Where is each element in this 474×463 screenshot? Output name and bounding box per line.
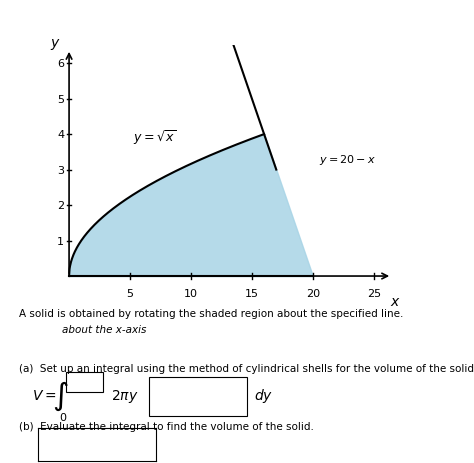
Text: $dy$: $dy$ xyxy=(255,387,273,404)
FancyBboxPatch shape xyxy=(149,378,246,416)
Text: 15: 15 xyxy=(245,289,259,299)
Text: $\int$: $\int$ xyxy=(52,379,69,412)
Text: $y = 20 - x$: $y = 20 - x$ xyxy=(319,153,376,167)
Text: $y = \sqrt{x}$: $y = \sqrt{x}$ xyxy=(133,128,176,147)
Text: (b)  Evaluate the integral to find the volume of the solid.: (b) Evaluate the integral to find the vo… xyxy=(19,421,314,432)
Text: 1: 1 xyxy=(57,236,64,246)
Text: 2: 2 xyxy=(57,200,64,211)
Text: (a)  Set up an integral using the method of cylindrical shells for the volume of: (a) Set up an integral using the method … xyxy=(19,363,474,374)
Text: A solid is obtained by rotating the shaded region about the specified line.: A solid is obtained by rotating the shad… xyxy=(19,308,403,318)
Text: x: x xyxy=(391,294,399,308)
Text: $2\pi y$: $2\pi y$ xyxy=(110,387,138,404)
Text: 5: 5 xyxy=(127,289,134,299)
Text: 25: 25 xyxy=(367,289,381,299)
Text: $\ \ $: $\ \ $ xyxy=(69,374,71,384)
Text: 4: 4 xyxy=(57,130,64,140)
Text: about the x-axis: about the x-axis xyxy=(62,324,146,334)
Text: 3: 3 xyxy=(57,165,64,175)
Text: 5: 5 xyxy=(57,94,64,104)
Text: y: y xyxy=(50,36,59,50)
Text: $V = $: $V = $ xyxy=(32,388,56,402)
FancyBboxPatch shape xyxy=(66,373,103,393)
Text: 20: 20 xyxy=(306,289,320,299)
Text: 10: 10 xyxy=(184,289,198,299)
Text: 6: 6 xyxy=(57,59,64,69)
Text: $0$: $0$ xyxy=(59,410,68,422)
